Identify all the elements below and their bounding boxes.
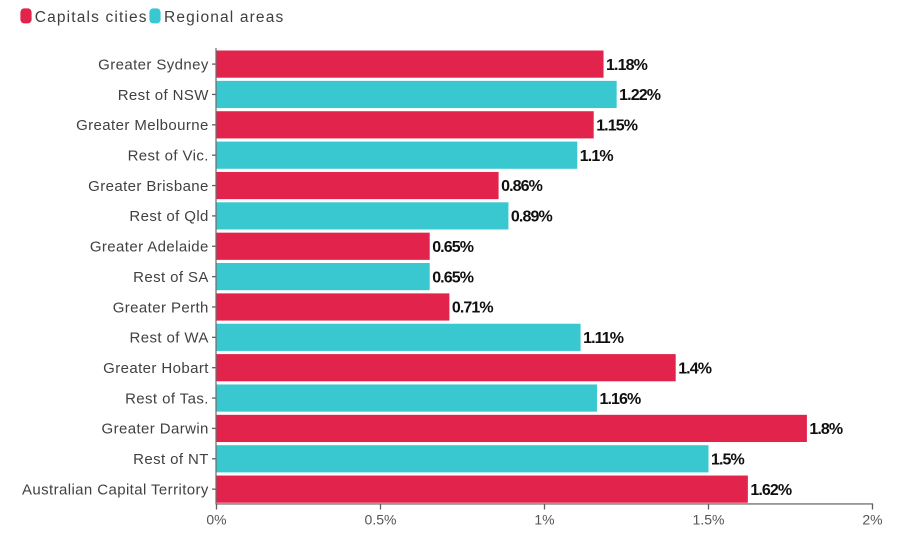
svg-text:Australian Capital Territory: Australian Capital Territory [22, 481, 209, 498]
svg-text:1.1%: 1.1% [580, 148, 614, 165]
svg-text:Rest of WA: Rest of WA [130, 330, 209, 347]
svg-text:Rest of NT: Rest of NT [133, 451, 209, 468]
svg-text:Greater Brisbane: Greater Brisbane [88, 178, 209, 195]
svg-text:1.8%: 1.8% [809, 421, 843, 438]
svg-text:1.11%: 1.11% [583, 330, 624, 347]
svg-text:1.62%: 1.62% [750, 482, 792, 499]
svg-text:Greater Hobart: Greater Hobart [103, 360, 209, 377]
svg-text:1.15%: 1.15% [596, 118, 638, 135]
svg-text:Greater Perth: Greater Perth [113, 299, 209, 316]
svg-text:1.22%: 1.22% [619, 87, 661, 104]
svg-text:0.5%: 0.5% [365, 512, 397, 528]
svg-text:Greater Adelaide: Greater Adelaide [90, 239, 209, 256]
svg-text:Rest of Tas.: Rest of Tas. [125, 390, 209, 407]
svg-text:1.16%: 1.16% [599, 391, 641, 408]
svg-text:Capitals cities: Capitals cities [35, 9, 148, 26]
svg-text:1.5%: 1.5% [711, 451, 745, 468]
svg-text:0%: 0% [206, 512, 226, 528]
svg-text:Greater Melbourne: Greater Melbourne [76, 117, 209, 134]
svg-text:Regional areas: Regional areas [164, 9, 284, 26]
svg-text:Rest of Qld: Rest of Qld [129, 208, 208, 225]
svg-text:Greater Darwin: Greater Darwin [102, 421, 209, 438]
svg-text:0.65%: 0.65% [432, 269, 474, 286]
svg-text:Rest of Vic.: Rest of Vic. [128, 147, 209, 164]
svg-text:1.4%: 1.4% [678, 360, 712, 377]
svg-text:2%: 2% [862, 512, 882, 528]
svg-text:Greater Sydney: Greater Sydney [98, 56, 209, 73]
svg-text:0.71%: 0.71% [452, 300, 494, 317]
svg-text:1%: 1% [534, 512, 554, 528]
svg-text:1.18%: 1.18% [606, 57, 648, 74]
svg-text:0.65%: 0.65% [432, 239, 474, 256]
svg-text:0.89%: 0.89% [511, 209, 553, 226]
svg-text:1.5%: 1.5% [693, 512, 725, 528]
svg-text:0.86%: 0.86% [501, 178, 543, 195]
svg-text:Rest of NSW: Rest of NSW [118, 87, 210, 104]
svg-text:Rest of SA: Rest of SA [133, 269, 209, 286]
